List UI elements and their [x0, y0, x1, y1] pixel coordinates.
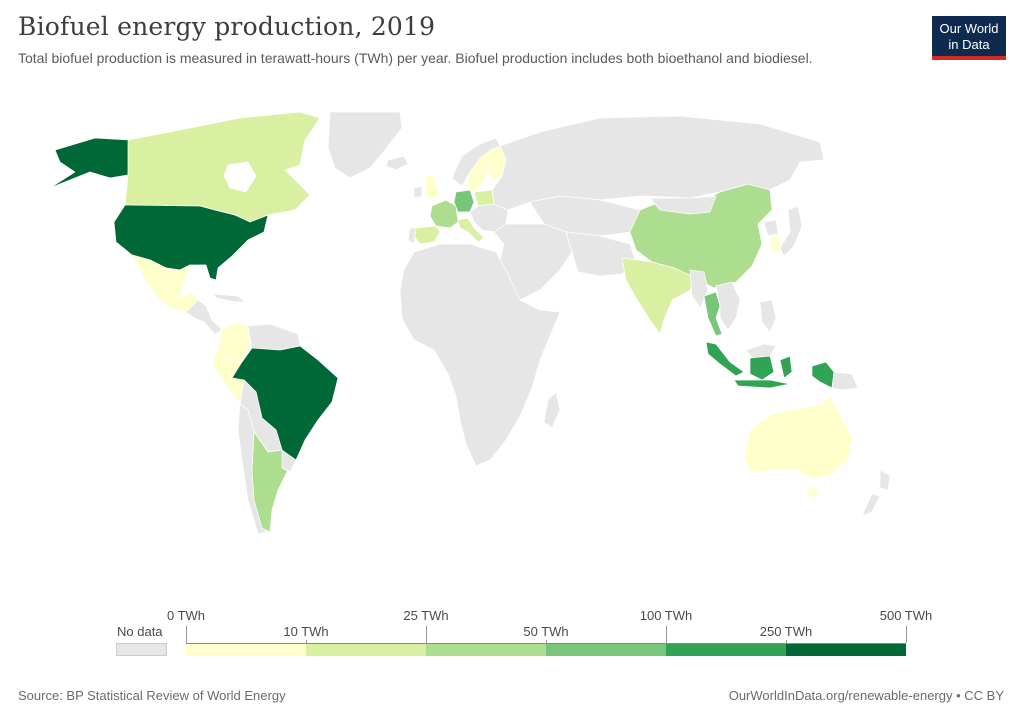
- legend-bin-250-500[interactable]: [786, 643, 906, 656]
- map-region-greenland[interactable]: [327, 111, 403, 179]
- legend-bin-25-50[interactable]: [426, 643, 546, 656]
- map-region-indonesia-papua[interactable]: [811, 361, 835, 389]
- map-region-france[interactable]: [429, 199, 459, 229]
- chart-subtitle: Total biofuel production is measured in …: [18, 50, 813, 66]
- legend-bin-50-100[interactable]: [546, 643, 666, 656]
- map-region-south-korea[interactable]: [769, 235, 781, 253]
- legend-label-25-twh: 25 TWh: [403, 608, 449, 623]
- legend-label-50-twh: 50 TWh: [523, 624, 569, 639]
- legend-bin-0-10[interactable]: [186, 643, 306, 656]
- map-region-africa[interactable]: [399, 243, 561, 467]
- map-region-russia[interactable]: [491, 115, 825, 211]
- map-region-tasmania[interactable]: [807, 487, 819, 499]
- legend-label-0-twh: 0 TWh: [166, 608, 206, 623]
- owid-link[interactable]: OurWorldInData.org/renewable-energy • CC…: [728, 688, 1004, 703]
- map-region-mexico[interactable]: [131, 254, 199, 313]
- map-region-indonesia-java[interactable]: [733, 379, 791, 389]
- legend-no-data-swatch[interactable]: [116, 643, 167, 656]
- map-region-italy[interactable]: [457, 217, 485, 243]
- map-region-united-kingdom[interactable]: [423, 173, 441, 201]
- legend-label-100-twh: 100 TWh: [639, 608, 693, 623]
- world-map: [49, 111, 891, 535]
- map-region-indonesia-borneo[interactable]: [749, 355, 775, 381]
- logo-line-1: Our World: [939, 21, 999, 36]
- map-region-indonesia[interactable]: [705, 341, 745, 377]
- legend-bin-10-25[interactable]: [306, 643, 426, 656]
- chart-title: Biofuel energy production, 2019: [18, 12, 436, 41]
- legend-label-250-twh: 250 TWh: [759, 624, 813, 639]
- map-region-india[interactable]: [621, 257, 697, 335]
- legend-label-500-twh: 500 TWh: [879, 608, 933, 623]
- legend-no-data-label: No data: [117, 624, 163, 639]
- source-note: Source: BP Statistical Review of World E…: [18, 688, 286, 703]
- map-region-argentina[interactable]: [251, 431, 289, 533]
- owid-logo[interactable]: Our World in Data: [932, 16, 1006, 60]
- legend-label-10-twh: 10 TWh: [283, 624, 329, 639]
- map-region-germany[interactable]: [453, 189, 475, 213]
- legend-bin-100-250[interactable]: [666, 643, 786, 656]
- map-region-australia[interactable]: [743, 395, 853, 479]
- map-region-alaska[interactable]: [49, 137, 131, 189]
- map-region-indonesia-sulawesi[interactable]: [779, 355, 793, 379]
- map-region-thailand[interactable]: [703, 291, 723, 337]
- map-region-spain[interactable]: [413, 225, 441, 245]
- map-region-poland[interactable]: [473, 189, 495, 207]
- logo-line-2: in Data: [948, 37, 990, 52]
- map-legend: 0 TWh 25 TWh 100 TWh 500 TWh 10 TWh 50 T…: [0, 600, 1024, 670]
